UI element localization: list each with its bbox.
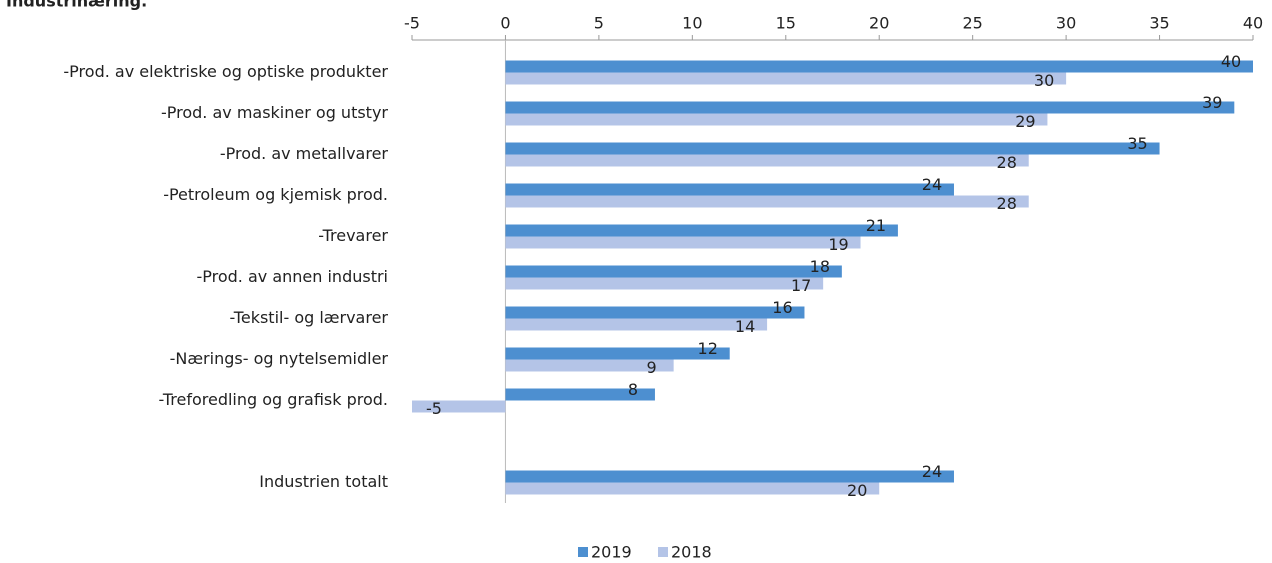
- category-label: -Trevarer: [318, 226, 388, 245]
- bar: [505, 277, 824, 290]
- bar: [505, 388, 655, 401]
- bar: [505, 347, 730, 360]
- category-label: -Tekstil- og lærvarer: [229, 308, 388, 327]
- bar: [505, 113, 1048, 126]
- bar: [505, 482, 880, 495]
- legend-swatch: [578, 547, 588, 557]
- data-label: 9: [647, 358, 657, 377]
- data-label: -5: [426, 399, 442, 418]
- x-tick-label: 30: [1056, 14, 1076, 33]
- data-label: 20: [847, 481, 867, 500]
- category-label: -Treforedling og grafisk prod.: [159, 390, 388, 409]
- data-label: 18: [810, 257, 830, 276]
- bar: [505, 183, 954, 196]
- data-label: 35: [1127, 134, 1147, 153]
- data-label: 24: [922, 462, 942, 481]
- data-label: 39: [1202, 93, 1222, 112]
- bar: [505, 60, 1253, 73]
- bar: [505, 72, 1067, 85]
- bar: [505, 265, 842, 278]
- data-label: 21: [866, 216, 886, 235]
- bar: [505, 101, 1235, 114]
- bar: [505, 142, 1160, 155]
- x-tick-label: 10: [682, 14, 702, 33]
- data-label: 19: [828, 235, 848, 254]
- bar: [505, 236, 861, 249]
- legend-label: 2018: [671, 543, 712, 562]
- data-label: 24: [922, 175, 942, 194]
- data-label: 14: [735, 317, 755, 336]
- x-tick-label: 25: [962, 14, 982, 33]
- data-label: 30: [1034, 71, 1054, 90]
- category-label: -Prod. av elektriske og optiske produkte…: [63, 62, 388, 81]
- x-tick-label: 40: [1243, 14, 1263, 33]
- x-tick-label: 0: [500, 14, 510, 33]
- data-label: 40: [1221, 52, 1241, 71]
- x-tick-label: -5: [404, 14, 420, 33]
- x-tick-label: 20: [869, 14, 889, 33]
- x-tick-label: 35: [1149, 14, 1169, 33]
- bar: [505, 470, 954, 483]
- bar: [505, 195, 1029, 208]
- category-label: -Prod. av metallvarer: [220, 144, 389, 163]
- data-label: 28: [997, 153, 1017, 172]
- category-label: Industrien totalt: [259, 472, 388, 491]
- data-label: 29: [1015, 112, 1035, 131]
- data-label: 12: [698, 339, 718, 358]
- data-label: 16: [772, 298, 792, 317]
- bar: [412, 400, 506, 413]
- bar: [505, 318, 768, 331]
- data-label: 8: [628, 380, 638, 399]
- legend-label: 2019: [591, 543, 632, 562]
- category-label: -Nærings- og nytelsemidler: [170, 349, 389, 368]
- data-label: 28: [997, 194, 1017, 213]
- legend-swatch: [658, 547, 668, 557]
- category-label: -Petroleum og kjemisk prod.: [163, 185, 388, 204]
- data-label: 17: [791, 276, 811, 295]
- bar: [505, 154, 1029, 167]
- chart-title: Industrinæring.: [6, 0, 147, 11]
- category-label: -Prod. av annen industri: [196, 267, 388, 286]
- bar: [505, 306, 805, 319]
- x-tick-label: 15: [776, 14, 796, 33]
- bar: [505, 224, 898, 237]
- x-tick-label: 5: [594, 14, 604, 33]
- bar: [505, 359, 674, 372]
- category-label: -Prod. av maskiner og utstyr: [161, 103, 388, 122]
